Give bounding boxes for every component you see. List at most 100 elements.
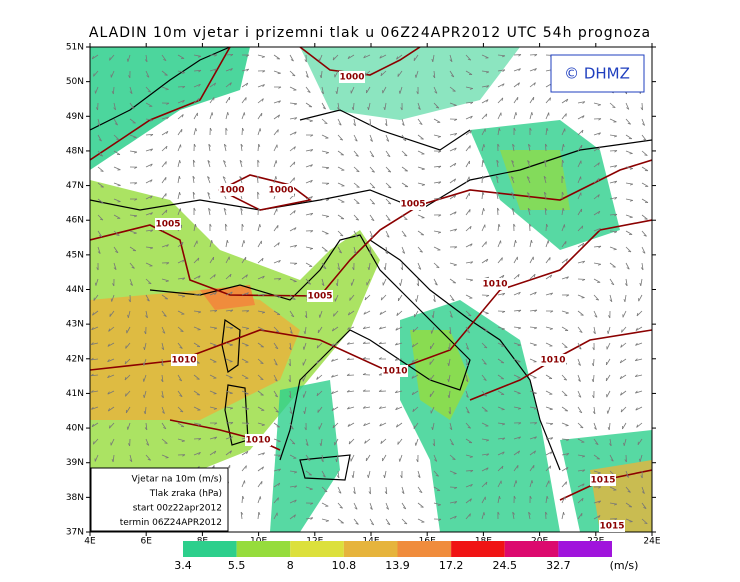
wind-arrow-head (582, 101, 586, 104)
wind-arrow-head (518, 436, 521, 440)
info-box (90, 467, 229, 532)
wind-arrow-head (594, 315, 598, 318)
wind-arrow-head (294, 262, 298, 265)
wind-arrow (465, 101, 474, 104)
wind-arrow-head (99, 235, 103, 238)
wind-arrow (622, 310, 627, 318)
wind-arrow (331, 342, 339, 347)
wind-arrow (192, 192, 195, 200)
wind-arrow (321, 278, 325, 286)
wind-arrow-head (415, 298, 417, 302)
wind-arrow-head (324, 122, 328, 125)
wind-arrow (637, 438, 643, 446)
wind-arrow-head (331, 407, 334, 411)
wind-arrow (289, 102, 297, 105)
wind-arrow (333, 310, 339, 317)
wind-arrow (625, 118, 631, 125)
wind-arrow (513, 256, 518, 264)
wind-arrow (417, 118, 423, 125)
wind-arrow-head (448, 331, 452, 335)
wind-arrow (396, 310, 403, 316)
wind-arrow-head (543, 175, 547, 179)
wind-arrow-head (502, 437, 506, 441)
wind-arrow-head (354, 507, 358, 510)
wind-arrow-head (411, 344, 414, 348)
wind-arrow-head (331, 374, 334, 378)
wind-arrow-head (211, 240, 213, 244)
wind-arrow (378, 342, 387, 345)
wind-arrow-head (192, 191, 196, 195)
wind-arrow (625, 486, 631, 493)
wind-arrow-head (353, 251, 357, 255)
wind-arrow (577, 422, 584, 429)
wind-arrow-head (261, 56, 265, 58)
lon-label: 24E (643, 537, 660, 547)
wind-arrow (241, 256, 247, 264)
wind-arrow (337, 246, 342, 254)
wind-arrow-head (371, 170, 375, 173)
wind-arrow-head (322, 107, 326, 110)
wind-arrow (225, 358, 233, 362)
wind-arrow-head (331, 358, 334, 362)
wind-arrow-head (533, 344, 537, 347)
wind-arrow-head (213, 274, 216, 278)
wind-arrow-head (142, 378, 145, 382)
wind-arrow (241, 274, 248, 280)
wind-arrow (625, 102, 630, 110)
wind-arrow (465, 390, 469, 398)
wind-arrow (620, 406, 627, 413)
wind-arrow-head (230, 54, 234, 57)
wind-arrow-head (395, 327, 398, 331)
wind-arrow (513, 390, 521, 394)
wind-arrow-head (90, 373, 94, 377)
wind-arrow-head (93, 73, 95, 77)
wind-arrow (465, 438, 473, 444)
wind-arrow (465, 115, 473, 120)
wind-arrow (496, 176, 499, 184)
wind-arrow (305, 86, 311, 93)
wind-arrow (369, 502, 373, 510)
wind-arrow-head (447, 395, 450, 399)
wind-arrow-head (546, 495, 549, 500)
wind-arrow (125, 342, 131, 349)
wind-arrow (305, 196, 313, 200)
wind-arrow-head (434, 459, 437, 462)
wind-arrow-head (379, 423, 382, 427)
wind-arrow-head (384, 123, 388, 127)
wind-arrow (113, 102, 117, 110)
wind-arrow (145, 422, 148, 430)
wind-arrow-head (546, 223, 549, 227)
wind-arrow-head (261, 311, 266, 314)
wind-arrow-head (196, 378, 200, 380)
wind-arrow (497, 112, 502, 120)
wind-arrow-head (581, 455, 586, 458)
wind-arrow (337, 470, 340, 478)
wind-arrow (321, 102, 326, 110)
wind-arrow (448, 358, 451, 366)
wind-arrow-head (379, 311, 382, 315)
wind-arrow (513, 96, 519, 104)
lat-label: 43N (66, 320, 84, 330)
wind-arrow-head (347, 423, 350, 427)
wind-arrow-head (362, 406, 366, 409)
wind-arrow (561, 453, 569, 456)
isobar-label-bg (307, 290, 333, 302)
wind-arrow (577, 326, 583, 333)
wind-arrow (561, 241, 567, 248)
wind-arrow (337, 262, 341, 270)
wind-arrow (625, 214, 633, 218)
wind-arrow-head (304, 427, 307, 431)
wind-arrow (465, 176, 470, 184)
wind-arrow (396, 422, 403, 428)
wind-arrow-head (627, 250, 632, 253)
wind-arrow (465, 278, 473, 281)
wind-arrow-head (614, 213, 618, 217)
wind-arrow-head (579, 411, 583, 414)
wind-arrow (625, 230, 633, 235)
wind-arrow-head (614, 197, 618, 200)
wind-arrow-head (124, 361, 127, 365)
wind-arrow-head (452, 458, 456, 460)
wind-arrow (529, 358, 537, 363)
wind-arrow-head (326, 167, 330, 170)
lat-label: 47N (66, 181, 84, 191)
